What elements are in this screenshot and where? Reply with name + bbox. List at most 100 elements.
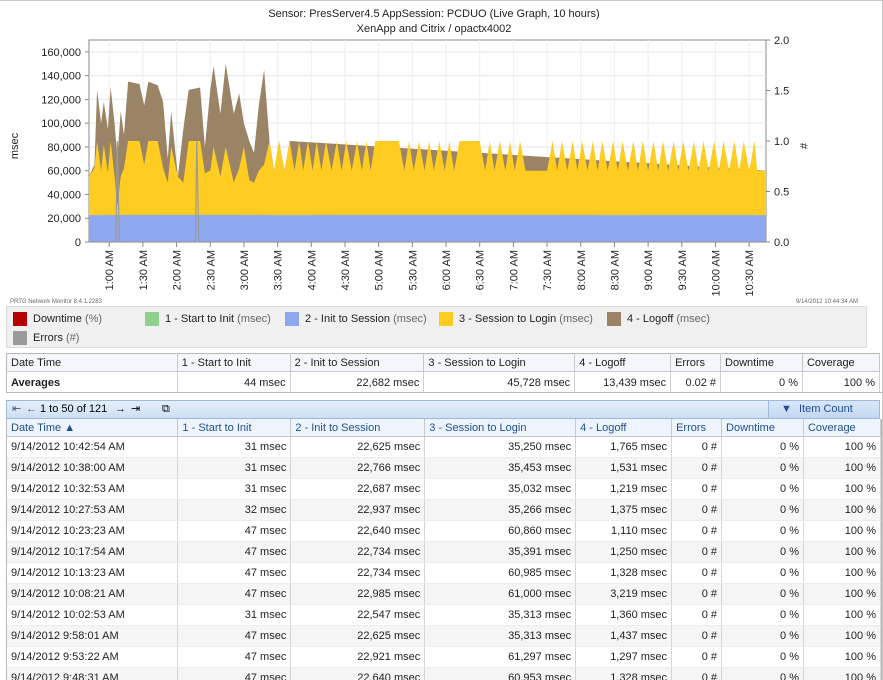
cell-downtime: 0 % — [721, 457, 804, 479]
cell-init-to-session: 22,734 msec — [290, 562, 426, 584]
y-tick-label: 120,000 — [41, 94, 81, 106]
col-header-logoff[interactable]: 4 - Logoff — [575, 419, 673, 437]
y-axis-label: msec — [9, 132, 21, 159]
y2-tick-label: 2.0 — [774, 35, 789, 47]
cell-coverage: 100 % — [803, 604, 881, 626]
item-count-label[interactable]: Item Count — [799, 403, 853, 415]
legend-item-session-to-login[interactable]: 3 - Session to Login (msec) — [439, 311, 593, 327]
chart-title: Sensor: PresServer4.5 AppSession: PCDUO … — [0, 7, 868, 37]
cell-logoff: 3,219 msec — [575, 583, 673, 605]
legend-item-logoff[interactable]: 4 - Logoff (msec) — [607, 311, 710, 327]
x-tick-label: 1:00 AM — [104, 250, 116, 290]
table-row[interactable]: 9/14/2012 10:23:23 AM 47 msec 22,640 msec 6… — [7, 520, 881, 542]
cell-logoff: 1,297 msec — [575, 646, 673, 668]
page-range-label: 1 to 50 of 121 — [40, 403, 108, 415]
cell-coverage: 100 % — [803, 646, 881, 668]
averages-header-row: Date Time 1 - Start to Init 2 - Init to … — [6, 353, 881, 372]
cell-session-to-login: 60,860 msec — [424, 520, 577, 542]
avg-header-downtime: Downtime — [720, 353, 803, 372]
item-count-selector[interactable]: ▼ Item Count — [768, 401, 879, 418]
table-row[interactable]: 9/14/2012 10:27:53 AM 32 msec 22,937 msec 3… — [7, 499, 881, 521]
avg-header-date-time: Date Time — [6, 353, 178, 372]
table-row[interactable]: 9/14/2012 10:02:53 AM 31 msec 22,547 msec 3… — [7, 604, 881, 626]
next-page-icon[interactable]: → — [115, 403, 126, 415]
table-row[interactable]: 9/14/2012 10:42:54 AM 31 msec 22,625 msec 3… — [7, 436, 881, 458]
chart-title-line1: Sensor: PresServer4.5 AppSession: PCDUO … — [268, 8, 600, 20]
table-row[interactable]: 9/14/2012 10:32:53 AM 31 msec 22,687 msec 3… — [7, 478, 881, 500]
footer-timestamp: 9/14/2012 10:44:34 AM — [796, 299, 858, 305]
x-tick-label: 4:00 AM — [306, 250, 318, 290]
prev-page-icon[interactable]: ← — [26, 403, 37, 415]
cell-session-to-login: 35,250 msec — [424, 436, 577, 458]
cell-init-to-session: 22,734 msec — [290, 541, 426, 563]
x-tick-label: 9:30 AM — [677, 250, 689, 290]
cell-coverage: 100 % — [803, 625, 881, 647]
cell-date-time: 9/14/2012 10:02:53 AM — [7, 604, 179, 626]
live-graph-chart: 160,000 140,000 120,000 100,000 80,000 60,000… — [9, 35, 858, 305]
x-tick-label: 7:30 AM — [542, 250, 554, 290]
table-row[interactable]: 9/14/2012 9:48:31 AM 47 msec 22,640 msec 60… — [7, 667, 881, 680]
legend-unit-logoff: (msec) — [676, 313, 710, 325]
x-tick-label: 10:30 AM — [744, 250, 756, 296]
cell-downtime: 0 % — [721, 436, 804, 458]
col-header-coverage[interactable]: Coverage — [803, 419, 881, 437]
cell-start-to-init: 31 msec — [177, 436, 292, 458]
table-row[interactable]: 9/14/2012 10:08:21 AM 47 msec 22,985 msec 6… — [7, 583, 881, 605]
legend-unit-init-to-session: (msec) — [393, 313, 427, 325]
col-header-date-time-label: Date Time — [11, 421, 62, 434]
col-header-downtime[interactable]: Downtime — [721, 419, 804, 437]
col-header-init-to-session[interactable]: 2 - Init to Session — [290, 419, 426, 437]
avg-start-to-init: 44 msec — [177, 371, 291, 393]
cell-coverage: 100 % — [803, 667, 881, 680]
cell-downtime: 0 % — [721, 625, 804, 647]
item-count-dropdown-icon[interactable]: ▼ — [781, 403, 792, 415]
cell-downtime: 0 % — [721, 604, 804, 626]
table-row[interactable]: 9/14/2012 10:38:00 AM 31 msec 22,766 msec 3… — [7, 457, 881, 479]
legend-item-downtime[interactable]: Downtime (%) — [13, 311, 102, 327]
col-header-session-to-login[interactable]: 3 - Session to Login — [424, 419, 577, 437]
cell-date-time: 9/14/2012 10:42:54 AM — [7, 436, 179, 458]
cell-errors: 0 # — [671, 583, 723, 605]
legend-swatch-errors — [13, 331, 27, 346]
data-table-container[interactable]: Date Time ▲ 1 - Start to Init 2 - Init t… — [6, 419, 882, 680]
cell-date-time: 9/14/2012 10:23:23 AM — [7, 520, 179, 542]
col-header-errors[interactable]: Errors — [671, 419, 723, 437]
last-page-icon[interactable]: ⇥ — [131, 403, 141, 415]
cell-session-to-login: 60,953 msec — [424, 667, 577, 680]
cell-logoff: 1,360 msec — [575, 604, 673, 626]
legend-item-init-to-session[interactable]: 2 - Init to Session (msec) — [285, 311, 427, 327]
cell-downtime: 0 % — [721, 646, 804, 668]
window-top-border — [0, 0, 883, 1]
x-tick-label: 8:30 AM — [609, 250, 621, 290]
table-row[interactable]: 9/14/2012 9:58:01 AM 47 msec 22,625 msec 35… — [7, 625, 881, 647]
cell-errors: 0 # — [671, 625, 723, 647]
first-page-icon[interactable]: ⇤ — [12, 403, 22, 415]
avg-header-errors: Errors — [670, 353, 722, 372]
x-tick-label: 5:30 AM — [407, 250, 419, 290]
cell-downtime: 0 % — [721, 583, 804, 605]
legend-unit-session-to-login: (msec) — [559, 313, 593, 325]
cell-start-to-init: 31 msec — [177, 478, 292, 500]
col-header-date-time[interactable]: Date Time ▲ — [7, 419, 179, 437]
cell-init-to-session: 22,921 msec — [290, 646, 426, 668]
y-axis-right: 2.0 1.5 1.0 0.5 0.0 — [766, 35, 789, 249]
y-axis-left: 160,000 140,000 120,000 100,000 80,000 60,000… — [41, 47, 89, 249]
popout-icon[interactable]: ⧉ — [162, 403, 170, 415]
legend-item-start-to-init[interactable]: 1 - Start to Init (msec) — [145, 311, 271, 327]
table-row[interactable]: 9/14/2012 10:13:23 AM 47 msec 22,734 msec 6… — [7, 562, 881, 584]
cell-logoff: 1,765 msec — [575, 436, 673, 458]
table-row[interactable]: 9/14/2012 10:17:54 AM 47 msec 22,734 msec 3… — [7, 541, 881, 563]
cell-downtime: 0 % — [721, 667, 804, 680]
y-tick-label: 100,000 — [41, 118, 81, 130]
avg-header-start-to-init: 1 - Start to Init — [177, 353, 291, 372]
averages-table: Date Time 1 - Start to Init 2 - Init to … — [6, 353, 881, 393]
cell-session-to-login: 35,313 msec — [424, 625, 577, 647]
legend-item-errors[interactable]: Errors (#) — [13, 330, 79, 346]
cell-date-time: 9/14/2012 10:17:54 AM — [7, 541, 179, 563]
x-tick-label: 2:00 AM — [172, 250, 184, 290]
col-header-start-to-init[interactable]: 1 - Start to Init — [177, 419, 292, 437]
cell-downtime: 0 % — [721, 499, 804, 521]
cell-session-to-login: 35,266 msec — [424, 499, 577, 521]
cell-logoff: 1,110 msec — [575, 520, 673, 542]
table-row[interactable]: 9/14/2012 9:53:22 AM 47 msec 22,921 msec 61… — [7, 646, 881, 668]
